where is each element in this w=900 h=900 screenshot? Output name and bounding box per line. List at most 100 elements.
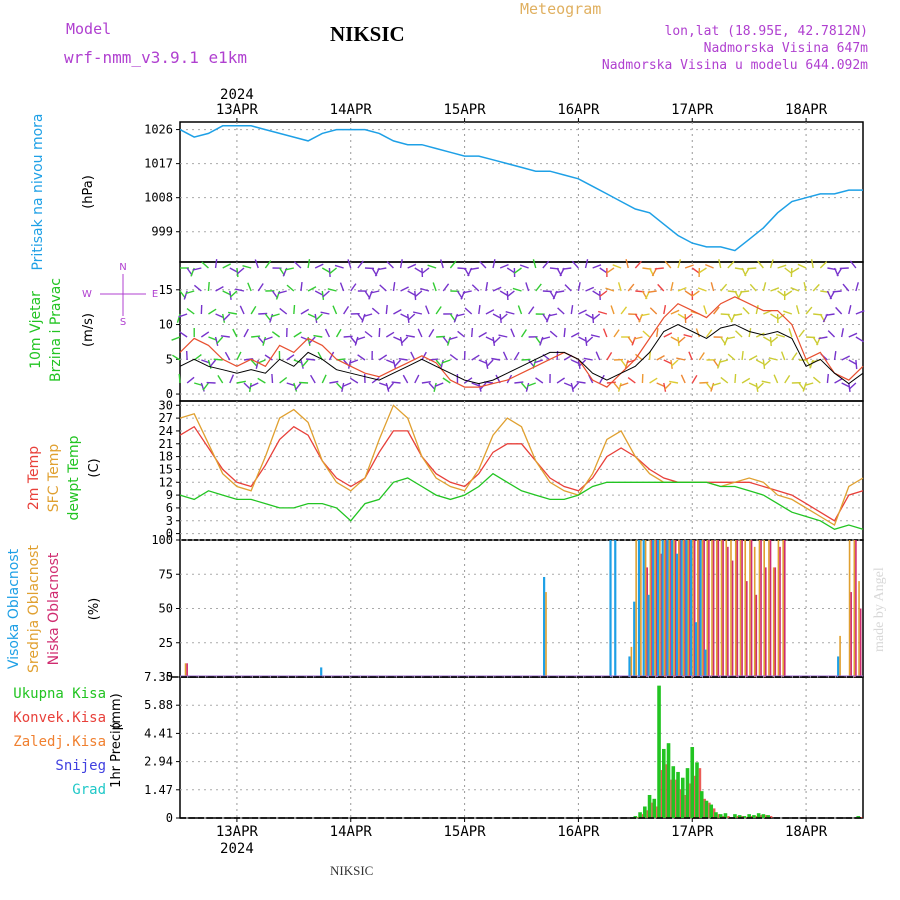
wind-arrow (179, 331, 188, 338)
wind-arrow (585, 336, 594, 344)
wind-arrow (648, 350, 651, 361)
ytick-label-temperature: 24 (159, 424, 173, 438)
cloud-bar-mid (711, 540, 713, 677)
cloud-bar-mid (753, 546, 756, 677)
wind-arrow (257, 283, 264, 292)
wind-arrow (436, 335, 446, 338)
cloud-bar-mid (758, 540, 761, 677)
wind-arrow (849, 260, 857, 269)
wind-arrow (339, 282, 345, 292)
wind-arrow (777, 313, 786, 320)
wind-arrow (398, 358, 408, 361)
wind-arrow (343, 335, 353, 338)
wind-arrow (755, 382, 759, 393)
cloud-bar-mid (545, 592, 547, 677)
wind-arrow (810, 259, 814, 269)
wind-arrow (798, 329, 805, 338)
wind-arrow (434, 382, 444, 387)
wind-arrow (812, 283, 820, 292)
cloud-bar-low (684, 540, 686, 677)
wind-arrow (329, 267, 337, 275)
precip-bar-total (723, 813, 728, 818)
ytick-label-pressure: 999 (151, 225, 173, 239)
wind-arrow (763, 336, 772, 343)
ytick-label-clouds: 0 (166, 670, 173, 684)
wind-arrow (421, 267, 430, 275)
wind-arrow (364, 330, 373, 338)
wind-arrow (493, 336, 501, 344)
precip-bar-total (643, 806, 647, 818)
cloud-bar-mid (763, 540, 765, 677)
wind-arrow (258, 312, 268, 315)
top-day-label: 14APR (330, 102, 373, 118)
wind-arrow (688, 351, 693, 361)
wind-arrow (590, 334, 600, 338)
wind-arrow (335, 328, 342, 338)
wind-arrow (250, 305, 257, 315)
ytick-label-clouds: 75 (159, 567, 173, 581)
compass-n: N (119, 262, 126, 273)
temp-line-1 (179, 404, 864, 526)
wind-arrow (769, 259, 774, 269)
wind-arrow (178, 373, 181, 384)
wind-arrow (741, 377, 751, 384)
cloud-bar-low (731, 560, 734, 677)
wind-arrow (425, 305, 430, 315)
cloud-bar-high (837, 656, 840, 677)
cloud-bar-low (646, 567, 649, 677)
bottom-day-label: 17APR (671, 824, 714, 840)
wind-arrows (171, 258, 865, 393)
wind-arrow (835, 306, 843, 315)
compass-s: S (120, 317, 126, 328)
bottom-day-label: 13APR (216, 824, 259, 840)
wind-arrow (627, 377, 636, 384)
wind-arrow (400, 336, 409, 344)
wind-arrow (176, 313, 181, 323)
cloud-bar-mid (768, 540, 770, 677)
wind-arrow (347, 359, 352, 369)
ytick-label-precipitation: 4.41 (144, 726, 173, 740)
wind-arrow (578, 336, 587, 342)
wind-arrow (485, 336, 495, 342)
wind-arrow (577, 359, 581, 370)
cloud-bar-mid (848, 540, 851, 677)
cloud-bar-mid (678, 540, 680, 677)
wind-arrow (711, 382, 721, 387)
wind-arrow (275, 290, 281, 300)
cloud-bar-high (661, 540, 664, 677)
wind-arrow (691, 374, 698, 384)
wind-arrow (410, 351, 416, 361)
wind-arrow (592, 264, 602, 269)
cloud-bar-low (741, 540, 743, 677)
wind-arrow (407, 313, 416, 321)
wind-arrow (328, 351, 335, 361)
top-year-label: 2024 (220, 87, 254, 103)
wind-arrow (301, 359, 309, 368)
wind-arrow (322, 290, 330, 298)
wind-arrow (583, 357, 593, 361)
cloud-bar-high (656, 540, 660, 677)
ytick-label-temperature: 18 (159, 450, 173, 464)
wind-arrow (321, 267, 331, 274)
wind-arrow (232, 328, 238, 338)
ytick-label-temperature: 12 (159, 475, 173, 489)
cloud-bar-mid (640, 540, 642, 677)
cloud-bar-mid (715, 540, 718, 677)
cloud-axis-label-high: Visoka Oblacnost (6, 548, 22, 669)
wind-arrow (357, 354, 366, 361)
cloud-bar-mid (644, 540, 647, 677)
wind-arrow (770, 287, 780, 292)
wind-arrow (713, 306, 720, 315)
wind-arrow (768, 357, 778, 361)
cloud-bar-low (660, 553, 663, 677)
wind-arrow (387, 382, 394, 391)
wind-arrow (478, 305, 481, 315)
wind-arrow (827, 330, 836, 338)
cloud-bar-high (628, 656, 631, 677)
wind-arrow (802, 382, 807, 392)
cloud-bar-mid (772, 567, 775, 677)
wind-arrow (435, 306, 442, 315)
wind-arrow (680, 374, 686, 384)
lonlat-label: lon,lat (18.95E, 42.7812N) (664, 24, 869, 39)
wind-arrow (535, 283, 542, 292)
